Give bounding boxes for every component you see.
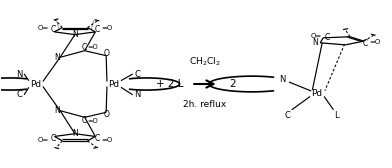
Text: C: C: [94, 25, 100, 34]
Text: N: N: [72, 129, 78, 138]
Text: N: N: [16, 70, 23, 78]
Text: =O: =O: [87, 118, 98, 124]
Text: C: C: [324, 33, 329, 42]
Text: O=: O=: [310, 33, 322, 39]
Text: C: C: [134, 70, 140, 78]
Text: C: C: [82, 116, 87, 125]
Text: N: N: [72, 30, 78, 39]
Text: Pd: Pd: [312, 90, 323, 98]
Text: O: O: [103, 110, 109, 119]
Text: =O: =O: [102, 25, 113, 31]
Text: C: C: [50, 134, 56, 143]
Text: \: \: [56, 19, 59, 30]
Text: 2: 2: [229, 79, 236, 89]
Text: 2h. reflux: 2h. reflux: [183, 100, 227, 109]
Text: C: C: [94, 134, 100, 143]
Text: C: C: [16, 90, 22, 99]
Text: /: /: [91, 19, 94, 30]
Text: C: C: [50, 25, 56, 34]
Text: C: C: [285, 111, 291, 120]
Text: O=: O=: [37, 25, 48, 31]
Text: N: N: [313, 38, 318, 47]
Text: =O: =O: [369, 39, 381, 45]
Text: C: C: [82, 43, 87, 52]
Text: =O: =O: [87, 44, 98, 50]
Text: L: L: [334, 111, 339, 120]
Text: CH$_2$Cl$_2$: CH$_2$Cl$_2$: [189, 55, 221, 68]
Text: N: N: [279, 74, 285, 83]
Text: =O: =O: [102, 137, 113, 143]
Text: O: O: [103, 49, 109, 58]
Text: C: C: [363, 38, 368, 48]
Text: N: N: [54, 106, 60, 115]
Text: + 2 L: + 2 L: [156, 79, 183, 89]
Text: O=: O=: [37, 137, 48, 143]
Text: N: N: [54, 53, 60, 62]
Text: Pd: Pd: [30, 79, 42, 89]
Text: N: N: [134, 90, 141, 99]
Text: Pd: Pd: [109, 79, 120, 89]
